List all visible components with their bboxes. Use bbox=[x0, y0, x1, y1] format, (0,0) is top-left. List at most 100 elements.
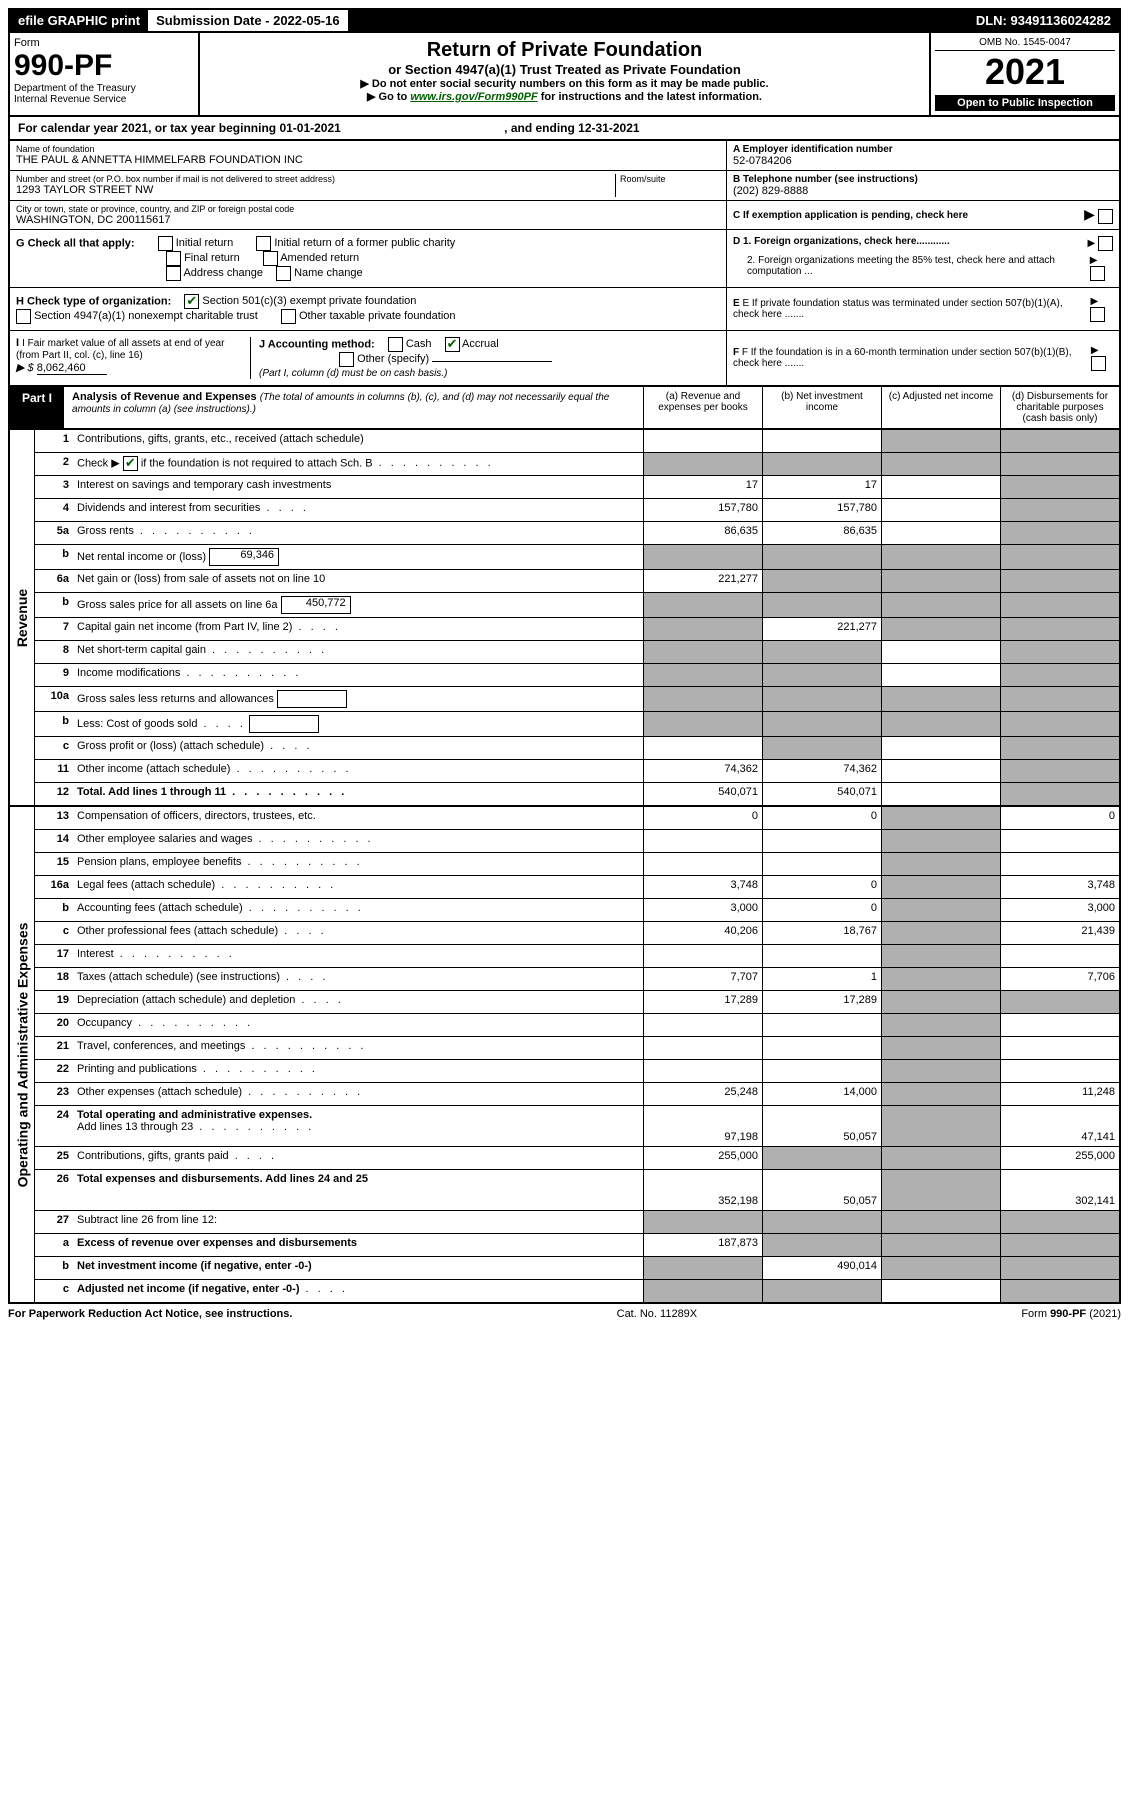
form-subtitle: or Section 4947(a)(1) Trust Treated as P… bbox=[206, 62, 923, 77]
dln: DLN: 93491136024282 bbox=[968, 10, 1119, 31]
row-27c: c Adjusted net income (if negative, ente… bbox=[35, 1280, 1119, 1302]
paperwork-notice: For Paperwork Reduction Act Notice, see … bbox=[8, 1308, 292, 1320]
row-6b: b Gross sales price for all assets on li… bbox=[35, 593, 1119, 618]
g-d-section: G Check all that apply: Initial return I… bbox=[8, 230, 1121, 288]
row-1: 1 Contributions, gifts, grants, etc., re… bbox=[35, 430, 1119, 453]
foundation-name-cell: Name of foundation THE PAUL & ANNETTA HI… bbox=[10, 141, 726, 170]
row-10a: 10a Gross sales less returns and allowan… bbox=[35, 687, 1119, 712]
schb-checkbox[interactable] bbox=[123, 456, 138, 471]
e-checkbox[interactable] bbox=[1090, 307, 1105, 322]
ein-value: 52-0784206 bbox=[733, 155, 1113, 167]
row-23: 23 Other expenses (attach schedule) 25,2… bbox=[35, 1083, 1119, 1106]
g-name-checkbox[interactable] bbox=[276, 266, 291, 281]
col-d-header: (d) Disbursements for charitable purpose… bbox=[1000, 387, 1119, 428]
row-16b: b Accounting fees (attach schedule) 3,00… bbox=[35, 899, 1119, 922]
row-27b: b Net investment income (if negative, en… bbox=[35, 1257, 1119, 1280]
form-header: Form 990-PF Department of the Treasury I… bbox=[8, 33, 1121, 117]
j-other-checkbox[interactable] bbox=[339, 352, 354, 367]
d2-checkbox[interactable] bbox=[1090, 266, 1105, 281]
col-b-header: (b) Net investment income bbox=[762, 387, 881, 428]
row-19: 19 Depreciation (attach schedule) and de… bbox=[35, 991, 1119, 1014]
row-16a: 16a Legal fees (attach schedule) 3,74803… bbox=[35, 876, 1119, 899]
address-phone-row: Number and street (or P.O. box number if… bbox=[8, 171, 1121, 201]
d1-checkbox[interactable] bbox=[1098, 236, 1113, 251]
row-10c: c Gross profit or (loss) (attach schedul… bbox=[35, 737, 1119, 760]
open-inspection: Open to Public Inspection bbox=[935, 95, 1115, 111]
header-center: Return of Private Foundation or Section … bbox=[200, 33, 929, 115]
row-7: 7 Capital gain net income (from Part IV,… bbox=[35, 618, 1119, 641]
instr-goto: ▶ Go to www.irs.gov/Form990PF for instru… bbox=[206, 90, 923, 103]
row-20: 20 Occupancy bbox=[35, 1014, 1119, 1037]
ein-cell: A Employer identification number 52-0784… bbox=[726, 141, 1119, 170]
omb-number: OMB No. 1545-0047 bbox=[935, 37, 1115, 51]
tax-year: 2021 bbox=[935, 51, 1115, 93]
row-16c: c Other professional fees (attach schedu… bbox=[35, 922, 1119, 945]
city-state-zip: WASHINGTON, DC 200115617 bbox=[16, 214, 720, 226]
spacer-bar bbox=[348, 10, 968, 31]
row-15: 15 Pension plans, employee benefits bbox=[35, 853, 1119, 876]
f-checkbox[interactable] bbox=[1091, 356, 1106, 371]
header-left: Form 990-PF Department of the Treasury I… bbox=[10, 33, 200, 115]
row-4: 4 Dividends and interest from securities… bbox=[35, 499, 1119, 522]
expenses-side-label: Operating and Administrative Expenses bbox=[10, 807, 35, 1302]
irs-link[interactable]: www.irs.gov/Form990PF bbox=[410, 91, 537, 103]
row-10b: b Less: Cost of goods sold bbox=[35, 712, 1119, 737]
row-5b: b Net rental income or (loss) 69,346 bbox=[35, 545, 1119, 570]
instr-ssn: ▶ Do not enter social security numbers o… bbox=[206, 77, 923, 90]
street-address: 1293 TAYLOR STREET NW bbox=[16, 184, 615, 196]
g-initial-checkbox[interactable] bbox=[158, 236, 173, 251]
row-26: 26 Total expenses and disbursements. Add… bbox=[35, 1170, 1119, 1211]
foundation-name: THE PAUL & ANNETTA HIMMELFARB FOUNDATION… bbox=[16, 154, 720, 166]
phone-cell: B Telephone number (see instructions) (2… bbox=[726, 171, 1119, 200]
expenses-table: Operating and Administrative Expenses 13… bbox=[8, 807, 1121, 1304]
row-22: 22 Printing and publications bbox=[35, 1060, 1119, 1083]
page-footer: For Paperwork Reduction Act Notice, see … bbox=[8, 1304, 1121, 1324]
row-24: 24 Total operating and administrative ex… bbox=[35, 1106, 1119, 1147]
row-27a: a Excess of revenue over expenses and di… bbox=[35, 1234, 1119, 1257]
revenue-table: Revenue 1 Contributions, gifts, grants, … bbox=[8, 430, 1121, 807]
row-17: 17 Interest bbox=[35, 945, 1119, 968]
part1-label: Part I bbox=[10, 387, 64, 428]
row-12: 12 Total. Add lines 1 through 11 540,071… bbox=[35, 783, 1119, 805]
form-pf-year: Form 990-PF (2021) bbox=[1021, 1308, 1121, 1320]
row-8: 8 Net short-term capital gain bbox=[35, 641, 1119, 664]
h-e-section: H Check type of organization: Section 50… bbox=[8, 288, 1121, 331]
row-18: 18 Taxes (attach schedule) (see instruct… bbox=[35, 968, 1119, 991]
col-a-header: (a) Revenue and expenses per books bbox=[643, 387, 762, 428]
h-501c3-checkbox[interactable] bbox=[184, 294, 199, 309]
row-21: 21 Travel, conferences, and meetings bbox=[35, 1037, 1119, 1060]
row-6a: 6a Net gain or (loss) from sale of asset… bbox=[35, 570, 1119, 593]
g-initial-former-checkbox[interactable] bbox=[256, 236, 271, 251]
name-ein-row: Name of foundation THE PAUL & ANNETTA HI… bbox=[8, 141, 1121, 171]
g-final-checkbox[interactable] bbox=[166, 251, 181, 266]
row-27: 27 Subtract line 26 from line 12: bbox=[35, 1211, 1119, 1234]
row-11: 11 Other income (attach schedule) 74,362… bbox=[35, 760, 1119, 783]
row-9: 9 Income modifications bbox=[35, 664, 1119, 687]
cat-no: Cat. No. 11289X bbox=[617, 1308, 698, 1320]
irs-label: Internal Revenue Service bbox=[14, 94, 194, 105]
header-right: OMB No. 1545-0047 2021 Open to Public In… bbox=[929, 33, 1119, 115]
c-checkbox[interactable] bbox=[1098, 209, 1113, 224]
city-c-row: City or town, state or province, country… bbox=[8, 201, 1121, 230]
j-accrual-checkbox[interactable] bbox=[445, 337, 460, 352]
row-2: 2 Check ▶ if the foundation is not requi… bbox=[35, 453, 1119, 476]
g-address-checkbox[interactable] bbox=[166, 266, 181, 281]
col-c-header: (c) Adjusted net income bbox=[881, 387, 1000, 428]
dept-treasury: Department of the Treasury bbox=[14, 83, 194, 94]
row-3: 3 Interest on savings and temporary cash… bbox=[35, 476, 1119, 499]
calendar-year-row: For calendar year 2021, or tax year begi… bbox=[8, 117, 1121, 141]
efile-label: efile GRAPHIC print bbox=[10, 10, 148, 31]
h-4947-checkbox[interactable] bbox=[16, 309, 31, 324]
fmv-value: 8,062,460 bbox=[37, 362, 107, 375]
row-14: 14 Other employee salaries and wages bbox=[35, 830, 1119, 853]
h-other-checkbox[interactable] bbox=[281, 309, 296, 324]
revenue-side-label: Revenue bbox=[10, 430, 35, 805]
submission-date: Submission Date - 2022-05-16 bbox=[148, 10, 348, 31]
row-13: 13 Compensation of officers, directors, … bbox=[35, 807, 1119, 830]
form-number: 990-PF bbox=[14, 49, 194, 83]
top-bar: efile GRAPHIC print Submission Date - 20… bbox=[8, 8, 1121, 33]
row-5a: 5a Gross rents 86,63586,635 bbox=[35, 522, 1119, 545]
form-word: Form bbox=[14, 37, 194, 49]
g-amended-checkbox[interactable] bbox=[263, 251, 278, 266]
j-cash-checkbox[interactable] bbox=[388, 337, 403, 352]
